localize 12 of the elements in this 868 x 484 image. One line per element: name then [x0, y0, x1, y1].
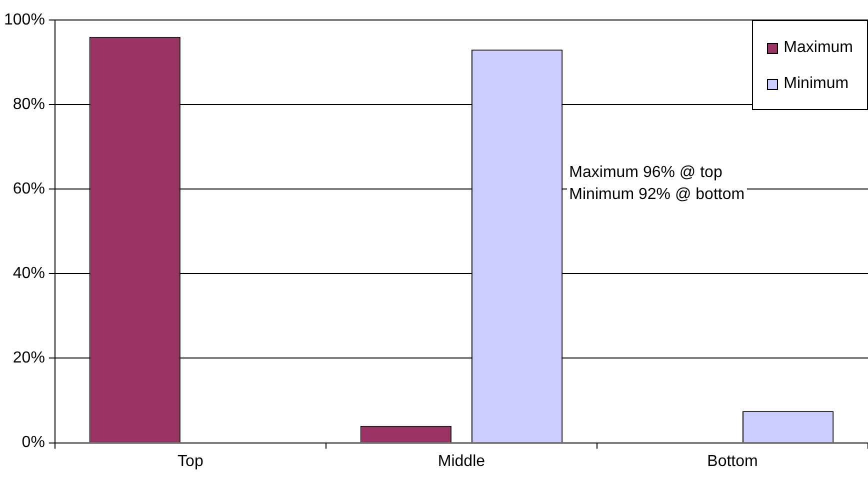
legend-label: Maximum	[784, 39, 853, 57]
x-tick-label: Top	[178, 452, 204, 470]
x-tick-label: Middle	[438, 452, 486, 470]
y-tick-label: 0%	[22, 434, 45, 452]
y-tick-label: 20%	[12, 350, 45, 367]
legend-label: Minimum	[784, 75, 849, 93]
annotation: Maximum 96% @ top Minimum 92% @ bottom	[567, 162, 747, 206]
y-tick-label: 80%	[12, 96, 45, 113]
y-tick-label: 60%	[12, 180, 45, 198]
y-tick-label: 100%	[4, 11, 45, 28]
x-tick-label: Bottom	[707, 452, 758, 470]
y-tick-label: 40%	[12, 265, 45, 282]
